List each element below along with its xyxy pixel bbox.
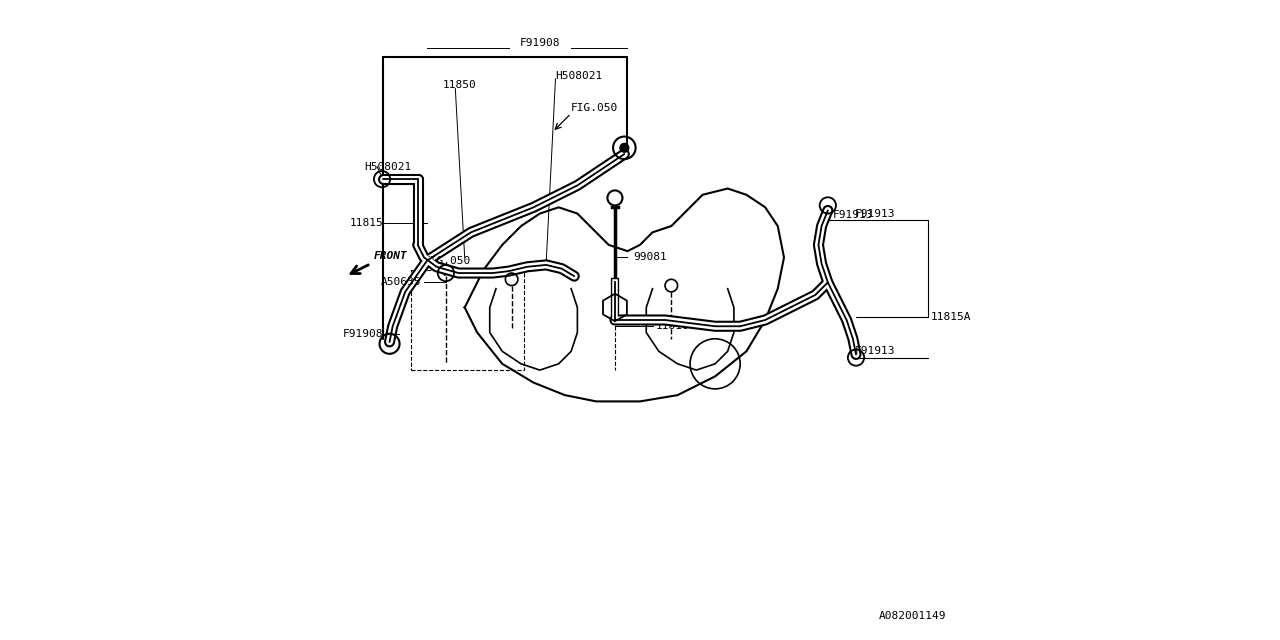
Text: F91913: F91913	[855, 209, 895, 219]
Text: 99081: 99081	[634, 252, 667, 262]
Text: F91913: F91913	[855, 346, 895, 356]
Text: 11815: 11815	[349, 218, 383, 228]
Text: 11850: 11850	[443, 80, 476, 90]
Text: A082001149: A082001149	[879, 611, 947, 621]
Text: FRONT: FRONT	[374, 250, 407, 260]
Bar	[411, 270, 525, 370]
Text: FIG.050: FIG.050	[571, 104, 618, 113]
Text: 11810: 11810	[655, 321, 690, 332]
Text: 11815A: 11815A	[931, 312, 972, 322]
Text: F91913: F91913	[832, 210, 873, 220]
Text: F91908: F91908	[343, 330, 383, 339]
Text: FIG.050: FIG.050	[424, 255, 471, 266]
Text: A50635: A50635	[380, 277, 421, 287]
Text: H508021: H508021	[365, 162, 412, 172]
Text: F91908: F91908	[520, 38, 561, 47]
Text: H508021: H508021	[556, 71, 603, 81]
Circle shape	[620, 143, 628, 152]
